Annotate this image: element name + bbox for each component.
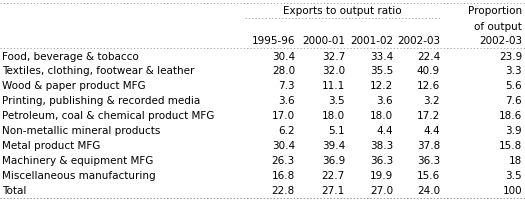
- Text: 18.0: 18.0: [370, 111, 393, 121]
- Text: 3.2: 3.2: [423, 96, 440, 106]
- Text: 12.6: 12.6: [417, 81, 440, 91]
- Text: 2000-01: 2000-01: [302, 36, 345, 46]
- Text: Non-metallic mineral products: Non-metallic mineral products: [2, 126, 160, 136]
- Text: Machinery & equipment MFG: Machinery & equipment MFG: [2, 156, 153, 166]
- Text: 4.4: 4.4: [423, 126, 440, 136]
- Text: 32.7: 32.7: [322, 51, 345, 61]
- Text: 18.6: 18.6: [499, 111, 522, 121]
- Text: 23.9: 23.9: [499, 51, 522, 61]
- Text: 1995-96: 1995-96: [251, 36, 295, 46]
- Text: 27.1: 27.1: [322, 186, 345, 196]
- Text: 37.8: 37.8: [417, 141, 440, 151]
- Text: 38.3: 38.3: [370, 141, 393, 151]
- Text: 35.5: 35.5: [370, 66, 393, 76]
- Text: 3.9: 3.9: [506, 126, 522, 136]
- Text: Printing, publishing & recorded media: Printing, publishing & recorded media: [2, 96, 200, 106]
- Text: Wood & paper product MFG: Wood & paper product MFG: [2, 81, 145, 91]
- Text: 15.6: 15.6: [417, 171, 440, 181]
- Text: 36.3: 36.3: [417, 156, 440, 166]
- Text: Proportion: Proportion: [468, 6, 522, 16]
- Text: Textiles, clothing, footwear & leather: Textiles, clothing, footwear & leather: [2, 66, 194, 76]
- Text: 2001-02: 2001-02: [350, 36, 393, 46]
- Text: 24.0: 24.0: [417, 186, 440, 196]
- Text: 22.4: 22.4: [417, 51, 440, 61]
- Text: 3.5: 3.5: [506, 171, 522, 181]
- Text: 3.3: 3.3: [506, 66, 522, 76]
- Text: 32.0: 32.0: [322, 66, 345, 76]
- Text: 19.9: 19.9: [370, 171, 393, 181]
- Text: 30.4: 30.4: [272, 51, 295, 61]
- Text: Petroleum, coal & chemical product MFG: Petroleum, coal & chemical product MFG: [2, 111, 214, 121]
- Text: 16.8: 16.8: [272, 171, 295, 181]
- Text: 33.4: 33.4: [370, 51, 393, 61]
- Text: Exports to output ratio: Exports to output ratio: [283, 6, 402, 16]
- Text: 28.0: 28.0: [272, 66, 295, 76]
- Text: 3.6: 3.6: [278, 96, 295, 106]
- Text: 22.8: 22.8: [272, 186, 295, 196]
- Text: 5.6: 5.6: [506, 81, 522, 91]
- Text: 2002-03: 2002-03: [479, 36, 522, 46]
- Text: 17.2: 17.2: [417, 111, 440, 121]
- Text: 12.2: 12.2: [370, 81, 393, 91]
- Text: 3.6: 3.6: [376, 96, 393, 106]
- Text: 7.6: 7.6: [506, 96, 522, 106]
- Text: 6.2: 6.2: [278, 126, 295, 136]
- Text: 39.4: 39.4: [322, 141, 345, 151]
- Text: 18: 18: [509, 156, 522, 166]
- Text: 15.8: 15.8: [499, 141, 522, 151]
- Text: 30.4: 30.4: [272, 141, 295, 151]
- Text: 36.9: 36.9: [322, 156, 345, 166]
- Text: Miscellaneous manufacturing: Miscellaneous manufacturing: [2, 171, 155, 181]
- Text: 11.1: 11.1: [322, 81, 345, 91]
- Text: 4.4: 4.4: [376, 126, 393, 136]
- Text: Metal product MFG: Metal product MFG: [2, 141, 100, 151]
- Text: Food, beverage & tobacco: Food, beverage & tobacco: [2, 51, 139, 61]
- Text: 2002-03: 2002-03: [397, 36, 440, 46]
- Text: of output: of output: [474, 21, 522, 31]
- Text: 22.7: 22.7: [322, 171, 345, 181]
- Text: 100: 100: [502, 186, 522, 196]
- Text: 7.3: 7.3: [278, 81, 295, 91]
- Text: 5.1: 5.1: [328, 126, 345, 136]
- Text: 17.0: 17.0: [272, 111, 295, 121]
- Text: 40.9: 40.9: [417, 66, 440, 76]
- Text: Total: Total: [2, 186, 26, 196]
- Text: 27.0: 27.0: [370, 186, 393, 196]
- Text: 3.5: 3.5: [328, 96, 345, 106]
- Text: 26.3: 26.3: [272, 156, 295, 166]
- Text: 18.0: 18.0: [322, 111, 345, 121]
- Text: 36.3: 36.3: [370, 156, 393, 166]
